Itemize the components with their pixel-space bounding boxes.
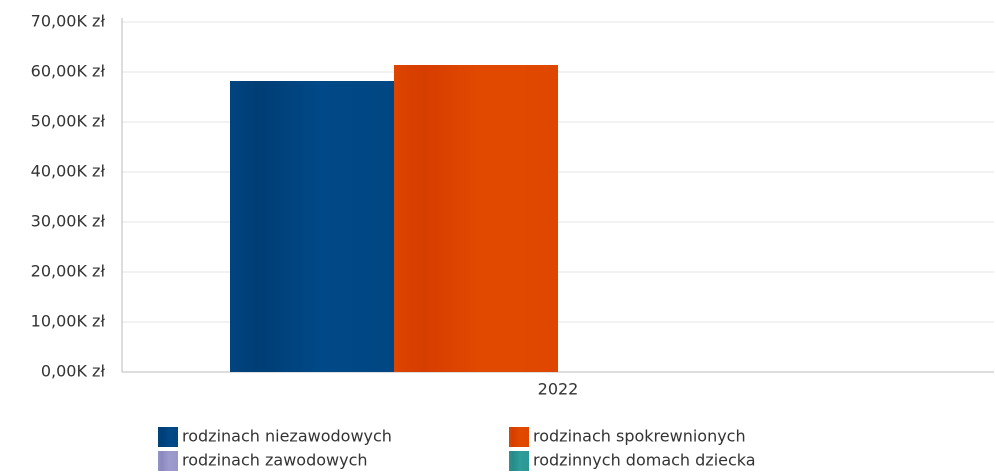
y-tick-label: 10,00K zł [31,312,106,331]
bar-shade [394,65,558,372]
y-tick-label: 50,00K zł [31,112,106,131]
y-tick-label: 60,00K zł [31,62,106,81]
bar-shade [230,81,394,372]
y-tick-label: 40,00K zł [31,162,106,181]
legend-label: rodzinach spokrewnionych [533,427,746,446]
y-tick-label: 70,00K zł [31,12,106,31]
legend-swatch-shade [158,451,178,471]
y-tick-label: 30,00K zł [31,212,106,231]
legend-swatch-shade [509,451,529,471]
legend-label: rodzinach niezawodowych [182,427,392,446]
legend-swatch-shade [158,427,178,447]
legend-swatch-shade [509,427,529,447]
y-tick-label: 0,00K zł [41,362,106,381]
y-tick-label: 20,00K zł [31,262,106,281]
legend-label: rodzinnych domach dziecka [533,451,756,470]
x-tick-label: 2022 [538,380,579,399]
legend-label: rodzinach zawodowych [182,451,368,470]
